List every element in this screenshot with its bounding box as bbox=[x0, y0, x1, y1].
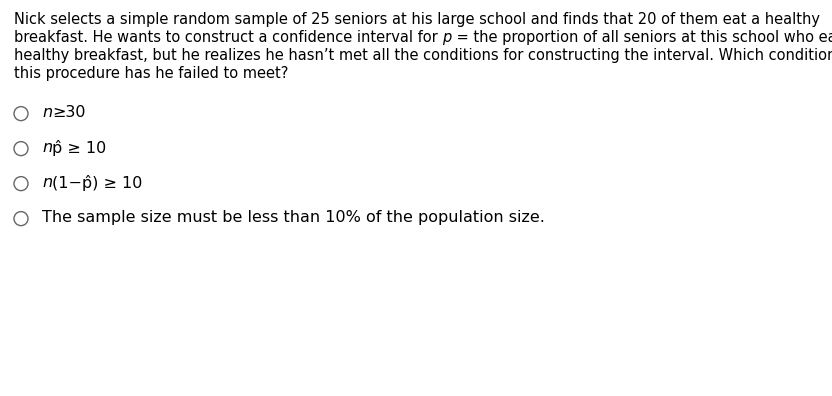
Text: The sample size must be less than 10% of the population size.: The sample size must be less than 10% of… bbox=[42, 210, 545, 225]
Text: healthy breakfast, but he realizes he hasn’t met all the conditions for construc: healthy breakfast, but he realizes he ha… bbox=[14, 48, 832, 63]
Text: n: n bbox=[42, 175, 52, 190]
Text: Nick selects a simple random sample of 25 seniors at his large school and finds : Nick selects a simple random sample of 2… bbox=[14, 12, 820, 27]
Text: n: n bbox=[42, 105, 52, 120]
Text: p̂ ≥ 10: p̂ ≥ 10 bbox=[52, 140, 106, 156]
Text: ≥30: ≥30 bbox=[52, 105, 86, 120]
Text: n: n bbox=[42, 140, 52, 155]
Text: p: p bbox=[443, 30, 452, 45]
Text: = the proportion of all seniors at this school who eat a: = the proportion of all seniors at this … bbox=[452, 30, 832, 45]
Text: breakfast. He wants to construct a confidence interval for: breakfast. He wants to construct a confi… bbox=[14, 30, 443, 45]
Text: (1−p̂) ≥ 10: (1−p̂) ≥ 10 bbox=[52, 175, 142, 191]
Text: this procedure has he failed to meet?: this procedure has he failed to meet? bbox=[14, 66, 289, 81]
